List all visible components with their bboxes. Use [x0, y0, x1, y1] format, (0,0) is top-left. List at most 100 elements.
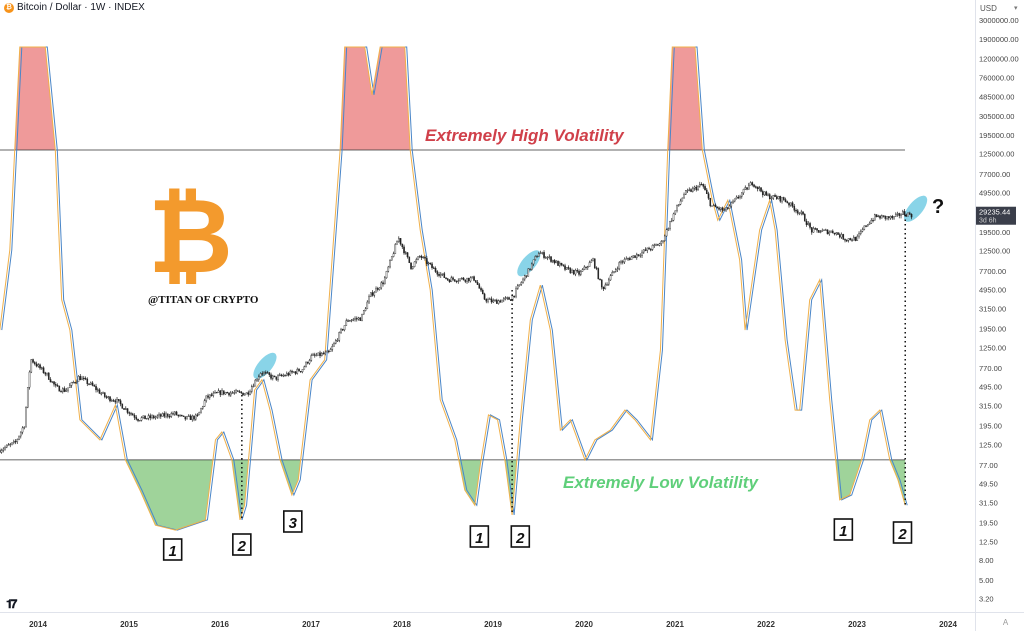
candle-body [254, 379, 257, 387]
candle-body [821, 230, 824, 232]
candle-body [679, 200, 682, 205]
candle-body [345, 320, 348, 326]
symbol-title: Bitcoin / Dollar · 1W · INDEX [17, 2, 145, 13]
candle-body [194, 414, 197, 420]
candle-body [872, 220, 874, 222]
candle-body [683, 194, 685, 199]
candle-body [436, 271, 439, 275]
candle-body [242, 392, 244, 396]
candle-body [172, 413, 174, 415]
candle-body [541, 252, 544, 254]
candle-body [516, 285, 519, 289]
candle-body [635, 254, 638, 258]
candle-body [726, 207, 729, 209]
candle-body [495, 299, 498, 304]
candle-body [908, 212, 911, 215]
candle-body [492, 300, 495, 303]
candle-body [744, 187, 747, 190]
candle-body [842, 234, 845, 240]
candle-body [278, 374, 281, 376]
candle-body [229, 392, 232, 396]
candle-body [772, 195, 775, 199]
candle-body [576, 270, 579, 272]
price-axis[interactable]: 3000000.00 1900000.00 1200000.00 760000.00 4… [976, 16, 1019, 604]
candle-body [616, 268, 619, 270]
candle-body [434, 268, 437, 272]
candle-body [313, 354, 316, 356]
candle-body [264, 372, 267, 374]
candle-body [280, 374, 283, 376]
candle-body [327, 350, 330, 353]
candle-body [819, 231, 822, 233]
cycle-marker-label: 2 [515, 530, 525, 547]
candle-body [399, 238, 402, 245]
candle-body [618, 262, 621, 270]
candle-body [77, 376, 80, 382]
candle-body [215, 392, 218, 394]
candle-body [824, 229, 827, 231]
candle-body [609, 275, 612, 281]
candle-body [448, 279, 451, 283]
candle-body [114, 400, 117, 403]
candle-body [775, 196, 778, 199]
symbol-header[interactable]: ₿ Bitcoin / Dollar · 1W · INDEX [4, 2, 145, 13]
candle-body [406, 252, 409, 258]
candle-body [602, 286, 605, 290]
candle-body [193, 415, 195, 420]
candle-body [151, 415, 153, 419]
candle-body [812, 228, 815, 233]
candle-body [305, 361, 307, 367]
candle-body [760, 187, 762, 192]
candle-body [390, 256, 393, 261]
candle-body [861, 229, 864, 232]
price-tick-label: 12.50 [979, 537, 998, 546]
candle-body [651, 245, 654, 250]
candle-body [261, 373, 264, 375]
time-axis[interactable]: 2014 2015 2016 2017 2018 2019 2020 2021 2022 2023… [29, 620, 957, 629]
price-tick-label: 31.50 [979, 498, 998, 507]
candle-body [138, 420, 141, 422]
chevron-down-icon[interactable]: ▾ [1014, 5, 1018, 12]
candle-body [781, 197, 783, 202]
candle-body [858, 233, 860, 237]
candle-body [320, 353, 323, 357]
year-tick-label: 2023 [848, 620, 866, 629]
auto-scale-button[interactable]: A [1002, 618, 1009, 627]
candle-body [182, 415, 185, 417]
candle-body [368, 296, 370, 303]
candle-body [639, 255, 642, 257]
candle-body [30, 359, 33, 373]
tradingview-logo: 𝟏𝟕 [6, 597, 17, 611]
candle-body [494, 299, 496, 302]
question-mark: ? [932, 196, 944, 218]
candle-body [697, 185, 699, 191]
candle-body [334, 340, 337, 344]
candle-body [32, 359, 34, 363]
currency-selector[interactable]: USD [980, 4, 997, 13]
candle-body [54, 384, 57, 386]
candle-body [522, 278, 524, 283]
candle-body [424, 256, 426, 259]
candle-body [347, 320, 349, 322]
candle-body [203, 400, 206, 407]
candle-body [527, 268, 530, 277]
candle-body [341, 329, 344, 331]
candle-body [630, 256, 633, 260]
candle-body [403, 246, 405, 254]
candle-body [298, 368, 300, 372]
cycle-marker-label: 1 [169, 543, 177, 560]
candle-body [147, 415, 150, 419]
candle-body [665, 229, 668, 237]
candle-body [840, 234, 843, 238]
candle-body [667, 228, 670, 230]
candle-body [530, 263, 533, 270]
candle-body [294, 371, 297, 374]
candle-body [761, 191, 764, 196]
candle-body [711, 205, 713, 207]
candle-body [553, 259, 556, 264]
candle-body [730, 202, 733, 207]
year-tick-label: 2024 [939, 620, 957, 629]
candle-body [719, 207, 722, 210]
candle-body [623, 259, 626, 263]
